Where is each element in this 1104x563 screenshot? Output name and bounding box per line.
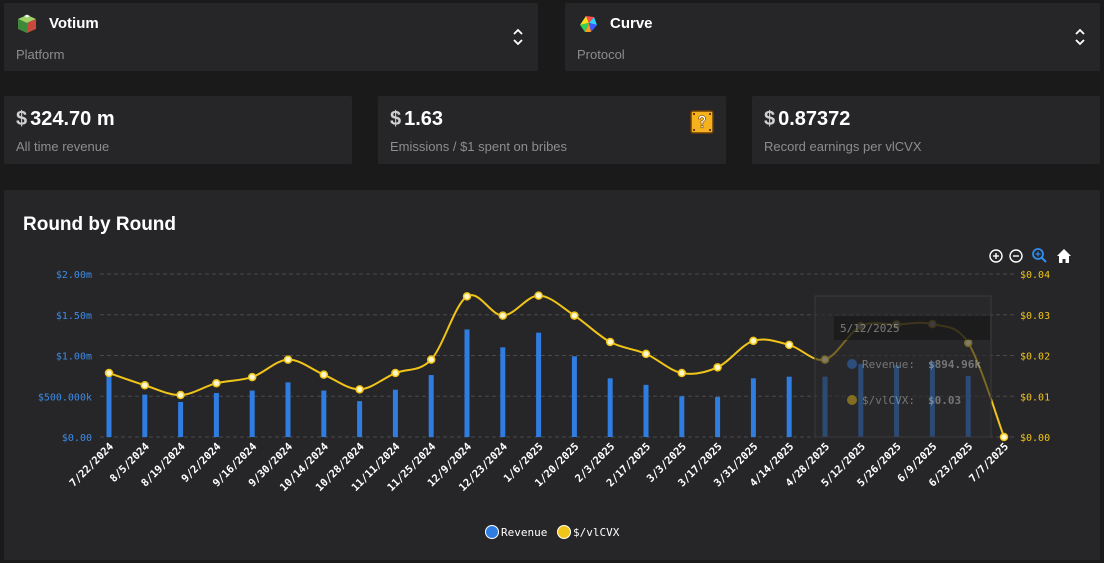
stat-card-record-earnings: $0.87372 Record earnings per vlCVX xyxy=(752,96,1100,164)
y-left-tick-label: $2.00m xyxy=(56,270,92,281)
platform-name: Votium xyxy=(49,15,99,32)
revenue-bar[interactable] xyxy=(643,384,649,437)
platform-selector[interactable]: Votium Platform xyxy=(4,3,538,71)
revenue-bar[interactable] xyxy=(392,389,398,437)
votium-cube-icon xyxy=(18,14,36,33)
tooltip-row-label: $/vlCVX: xyxy=(862,394,915,407)
tooltip-row-value: $894.96k xyxy=(928,358,981,371)
vlcvx-point[interactable] xyxy=(999,432,1009,442)
y-left-tick-label: $0.00 xyxy=(62,433,92,444)
revenue-bar[interactable] xyxy=(213,392,219,437)
legend-item[interactable]: Revenue xyxy=(485,525,548,540)
revenue-bar[interactable] xyxy=(786,376,792,437)
stat-value: $0.87372 xyxy=(764,108,851,130)
question-block-icon[interactable] xyxy=(690,110,714,134)
platform-label: Platform xyxy=(16,47,65,62)
stat-card-emissions: $1.63 Emissions / $1 spent on bribes xyxy=(378,96,726,164)
home-icon[interactable] xyxy=(1057,249,1071,263)
x-tick-label: 7/22/2024 xyxy=(67,441,116,490)
revenue-bar[interactable] xyxy=(428,375,434,437)
tooltip-marker xyxy=(847,359,857,369)
vlcvx-point[interactable] xyxy=(570,311,579,320)
protocol-selector[interactable]: Curve Protocol xyxy=(565,3,1100,71)
curve-logo-icon xyxy=(580,16,597,32)
vlcvx-point[interactable] xyxy=(283,355,293,364)
chevron-up-down-icon[interactable] xyxy=(512,27,524,47)
vlcvx-point[interactable] xyxy=(534,291,543,300)
vlcvx-point[interactable] xyxy=(140,380,150,390)
revenue-bar[interactable] xyxy=(106,375,112,437)
legend-label: Revenue xyxy=(501,526,547,539)
revenue-bar[interactable] xyxy=(285,382,291,437)
vlcvx-point[interactable] xyxy=(247,372,257,382)
revenue-bar[interactable] xyxy=(357,401,363,437)
round-by-round-card: Round by Round $0.00 $500.000k $1.00m $1.50… xyxy=(4,190,1100,560)
tooltip-header xyxy=(834,316,990,340)
revenue-bar[interactable] xyxy=(249,390,255,437)
revenue-bar[interactable] xyxy=(321,390,327,437)
revenue-bar[interactable] xyxy=(536,332,542,437)
vlcvx-point[interactable] xyxy=(498,311,508,320)
chart-title: Round by Round xyxy=(23,214,177,235)
y-right-tick-label: $0.03 xyxy=(1020,311,1050,322)
vlcvx-point[interactable] xyxy=(391,368,400,378)
round-by-round-chart[interactable]: $0.00 $500.000k $1.00m $1.50m $2.00m $0.00 $0.… xyxy=(4,190,1100,560)
vlcvx-point[interactable] xyxy=(104,368,114,378)
stat-value: $1.63 xyxy=(390,108,444,130)
y-right-tick-label: $0.04 xyxy=(1020,270,1050,281)
vlcvx-point[interactable] xyxy=(426,355,436,364)
y-left-tick-label: $1.00m xyxy=(56,352,92,363)
stat-value: $324.70 m xyxy=(16,108,115,130)
chevron-up-down-icon[interactable] xyxy=(1074,27,1086,47)
y-right-tick-label: $0.02 xyxy=(1020,352,1050,363)
y-left-tick-label: $1.50m xyxy=(56,311,92,322)
y-left-tick-label: $500.000k xyxy=(38,392,92,403)
y-right-tick-label: $0.00 xyxy=(1020,433,1050,444)
vlcvx-point[interactable] xyxy=(605,337,615,347)
tooltip-row-value: $0.03 xyxy=(928,394,961,407)
revenue-bar[interactable] xyxy=(571,356,577,437)
vlcvx-point[interactable] xyxy=(176,390,185,400)
zoom-select-icon[interactable] xyxy=(1032,248,1047,263)
revenue-bar[interactable] xyxy=(607,378,613,437)
x-tick-label: 7/7/2025 xyxy=(967,441,1011,485)
vlcvx-point[interactable] xyxy=(749,336,758,346)
stat-card-revenue: $324.70 m All time revenue xyxy=(4,96,352,164)
revenue-bar[interactable] xyxy=(715,397,721,437)
vlcvx-point[interactable] xyxy=(462,292,472,301)
revenue-bar[interactable] xyxy=(500,347,506,437)
legend-marker xyxy=(557,525,571,539)
vlcvx-point[interactable] xyxy=(641,349,651,359)
stat-label: All time revenue xyxy=(16,139,110,154)
zoom-out-icon[interactable] xyxy=(1009,249,1023,263)
y-right-tick-label: $0.01 xyxy=(1020,392,1050,403)
tooltip-marker xyxy=(847,395,857,405)
vlcvx-point[interactable] xyxy=(677,368,687,378)
vlcvx-point[interactable] xyxy=(319,370,329,379)
vlcvx-point[interactable] xyxy=(713,363,722,372)
revenue-bar[interactable] xyxy=(750,378,756,437)
tooltip-category: 5/12/2025 xyxy=(840,322,900,335)
legend-item[interactable]: $/vlCVX xyxy=(557,525,620,540)
stat-label: Record earnings per vlCVX xyxy=(764,139,922,154)
vlcvx-point[interactable] xyxy=(355,385,364,394)
tooltip-row-label: Revenue: xyxy=(862,358,915,371)
revenue-bar[interactable] xyxy=(178,401,184,437)
stat-label: Emissions / $1 spent on bribes xyxy=(390,139,568,154)
vlcvx-point[interactable] xyxy=(784,340,794,350)
legend-label: $/vlCVX xyxy=(573,526,620,539)
legend-marker xyxy=(485,525,499,539)
revenue-bar[interactable] xyxy=(142,394,148,437)
protocol-label: Protocol xyxy=(577,47,625,62)
protocol-name: Curve xyxy=(610,15,653,32)
zoom-in-icon[interactable] xyxy=(989,249,1003,263)
revenue-bar[interactable] xyxy=(679,396,685,437)
revenue-bar[interactable] xyxy=(464,329,470,437)
vlcvx-point[interactable] xyxy=(212,378,221,388)
